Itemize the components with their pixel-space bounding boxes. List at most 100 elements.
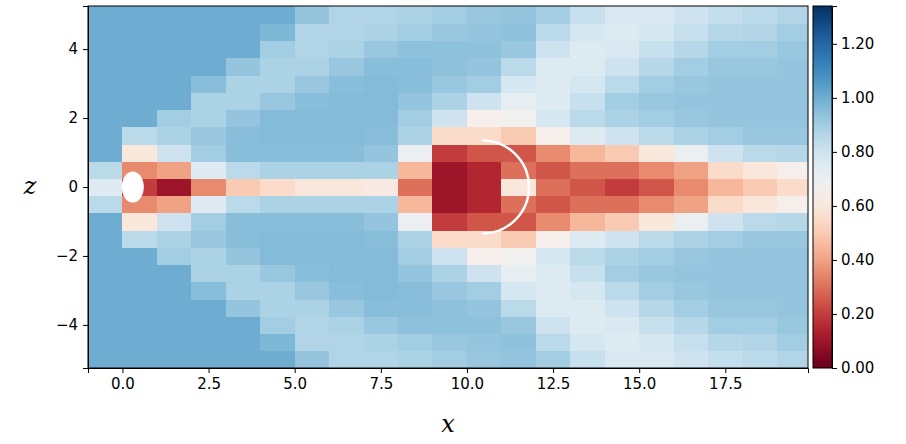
tick: 1.00	[832, 89, 874, 107]
cell	[329, 109, 364, 127]
cell	[605, 6, 640, 24]
cell	[674, 92, 709, 110]
tick-label: 0.0	[111, 375, 135, 393]
cell	[191, 247, 226, 265]
cell	[122, 6, 157, 24]
cell	[191, 196, 226, 214]
cell	[260, 109, 295, 127]
cell	[777, 230, 808, 248]
cell	[364, 265, 399, 283]
cell	[295, 316, 330, 334]
cell	[364, 6, 399, 24]
cell	[295, 144, 330, 162]
cell	[639, 282, 674, 300]
cell	[536, 92, 571, 110]
cell	[743, 144, 778, 162]
cell	[122, 316, 157, 334]
cell	[674, 282, 709, 300]
axis-line	[83, 7, 89, 369]
cell	[570, 230, 605, 248]
cell	[501, 109, 536, 127]
cell	[501, 316, 536, 334]
cell	[501, 282, 536, 300]
cell	[639, 265, 674, 283]
tick-label: 0	[68, 178, 78, 196]
cell	[570, 75, 605, 93]
cell	[639, 75, 674, 93]
cell	[536, 351, 571, 368]
cell	[536, 213, 571, 231]
cell	[398, 144, 433, 162]
cell	[467, 178, 502, 196]
cell	[88, 144, 123, 162]
cell	[122, 247, 157, 265]
cell	[708, 316, 743, 334]
cell	[260, 127, 295, 145]
cell	[605, 334, 640, 352]
cell	[432, 230, 467, 248]
cell	[329, 144, 364, 162]
cell	[122, 282, 157, 300]
tick-label: 5.0	[283, 375, 307, 393]
cell	[605, 196, 640, 214]
cell	[329, 161, 364, 179]
tick-label: 4	[68, 40, 78, 58]
cell	[536, 144, 571, 162]
tick: 0.60	[832, 197, 874, 215]
cell	[191, 161, 226, 179]
cell	[777, 213, 808, 231]
cell	[295, 178, 330, 196]
cell	[364, 213, 399, 231]
cell	[329, 334, 364, 352]
cell	[157, 316, 192, 334]
cell	[570, 247, 605, 265]
cell	[157, 299, 192, 317]
cell	[639, 178, 674, 196]
cell	[88, 178, 123, 196]
cell	[674, 299, 709, 317]
cell	[364, 316, 399, 334]
cell	[157, 247, 192, 265]
cell	[570, 265, 605, 283]
cell	[295, 299, 330, 317]
tick-mark	[553, 368, 554, 373]
cell	[639, 351, 674, 368]
frame	[88, 6, 808, 368]
cell	[501, 351, 536, 368]
cell	[88, 92, 123, 110]
x-axis: 0.02.55.07.510.012.515.017.5	[89, 368, 809, 393]
cell	[639, 109, 674, 127]
cell	[639, 161, 674, 179]
cell	[157, 196, 192, 214]
cell	[191, 351, 226, 368]
cell	[639, 247, 674, 265]
cell	[295, 161, 330, 179]
cell	[674, 109, 709, 127]
cell	[501, 178, 536, 196]
cell	[777, 6, 808, 24]
cell	[501, 127, 536, 145]
cell	[743, 351, 778, 368]
cell	[501, 6, 536, 24]
cell	[639, 58, 674, 76]
cell	[329, 178, 364, 196]
tick-mark	[639, 368, 640, 373]
cell	[432, 196, 467, 214]
cell	[226, 92, 261, 110]
cell	[122, 127, 157, 145]
cell	[536, 265, 571, 283]
cell	[605, 75, 640, 93]
cell	[260, 316, 295, 334]
cell	[295, 265, 330, 283]
tick-label: 12.5	[537, 375, 570, 393]
tick-label: 1.00	[841, 89, 874, 107]
cell	[226, 351, 261, 368]
tick-mark	[381, 368, 382, 373]
cell	[467, 196, 502, 214]
cell	[605, 40, 640, 58]
cell	[295, 109, 330, 127]
cell	[536, 161, 571, 179]
cell	[708, 75, 743, 93]
cell	[467, 75, 502, 93]
cell	[157, 161, 192, 179]
